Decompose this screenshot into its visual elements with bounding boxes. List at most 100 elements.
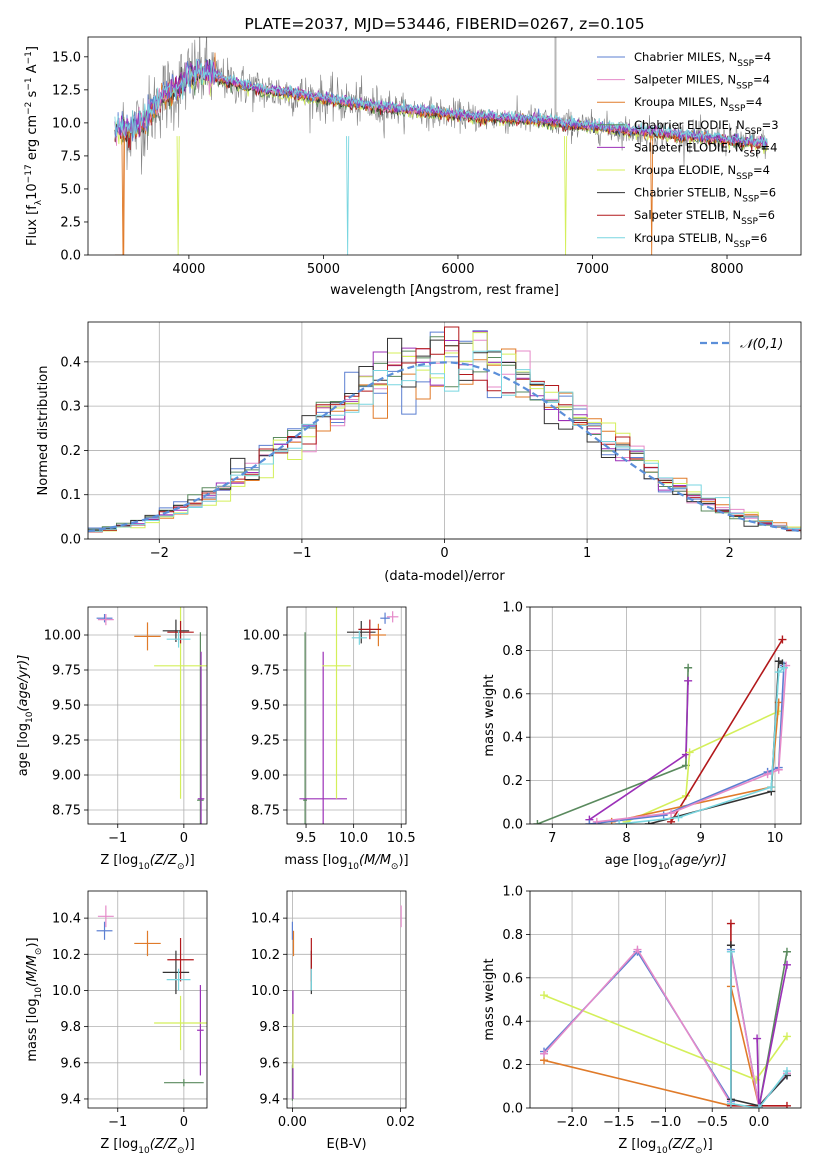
y-tick-label: 10.0 [52, 984, 81, 999]
x-tick-label: −1.0 [650, 1115, 682, 1130]
x-tick-label: −1.5 [603, 1115, 635, 1130]
y-tick-label: 9.8 [259, 1020, 280, 1035]
y-tick-label: 10.2 [52, 948, 81, 963]
absorption-dip [346, 136, 350, 255]
x-tick-label: 7000 [576, 262, 609, 277]
label-part: 10 [34, 987, 44, 999]
label-part: SSP [734, 240, 751, 250]
y-tick-label: 8.75 [52, 804, 81, 819]
absorption-dip [176, 136, 180, 255]
absorption-dip [564, 136, 568, 255]
weight-marker [684, 663, 693, 672]
errorbar-salpeter_stelib [167, 938, 194, 982]
errorbar-salpeter_elodie [197, 651, 205, 824]
y-tick-label: 10.00 [243, 629, 280, 644]
x-axis-label: mass [log10(M/M⊙)] [284, 853, 408, 872]
legend-label-salpeter_elodie: Salpeter ELODIE, NSSP=4 [634, 140, 777, 159]
weight-line [730, 951, 788, 1108]
label-part: =4 [761, 140, 778, 154]
label-part: Z [log [618, 1137, 656, 1152]
spectrum-lines [114, 37, 768, 255]
errorbar-kroupa_stelib [351, 630, 367, 645]
axes-frame [87, 606, 208, 825]
label-part: 10 [348, 862, 360, 872]
y-axis-label: mass weight [482, 958, 497, 1040]
x-tick-label: −1 [108, 831, 127, 846]
label-part: )] [185, 853, 195, 868]
y-tick-label: 5.0 [60, 182, 81, 197]
weight-series-kroupa_stelib [615, 663, 788, 824]
label-part: (Z/Z [150, 1137, 178, 1152]
label-part: =4 [745, 95, 762, 109]
label-part: )] [185, 1137, 195, 1152]
errorbar-chabrier_stelib [162, 950, 190, 995]
x-tick-label: 2 [726, 546, 734, 561]
y-tick-label: 0.8 [502, 644, 523, 659]
errorbar-salpeter_miles [97, 614, 114, 626]
x-tick-label: 0.00 [278, 1115, 307, 1130]
y-tick-label: 9.6 [259, 1056, 280, 1071]
errorbar-salpeter_elodie [299, 651, 347, 824]
label-part: 10 [658, 862, 670, 872]
weight-series-salpeter_elodie [585, 676, 693, 824]
x-tick-label: 10.0 [339, 831, 368, 846]
label-part: ] [25, 46, 40, 51]
legend-label-chabrier_miles: Chabrier MILES, NSSP=4 [634, 50, 771, 69]
label-part: age [log [16, 723, 31, 776]
x-tick-label: 10.5 [387, 831, 416, 846]
label-part: 10 [25, 183, 40, 200]
label-part: ⊙ [177, 1146, 185, 1156]
y-tick-label: 8.75 [251, 804, 280, 819]
y-tick-label: 9.4 [259, 1092, 280, 1107]
spectrum-panel: 4000 5000 6000 7000 8000 0.0 2.5 5.0 7.5 10.0 12.5… [24, 15, 802, 298]
label-part: ⊙ [391, 862, 399, 872]
histogram-kroupa_stelib [88, 350, 801, 534]
errorbar-salpeter_miles [386, 611, 399, 623]
label-part: SSP [737, 59, 754, 69]
weight-line [596, 665, 787, 823]
weight-marker [782, 1067, 791, 1076]
label-part: ⊙ [177, 862, 185, 872]
legend: Chabrier MILES, NSSP=4 Salpeter MILES, NS… [597, 50, 779, 250]
label-part: SSP [729, 104, 746, 114]
weight-marker [782, 1101, 791, 1108]
label-part: Chabrier ELODIE, N [634, 118, 745, 132]
y-tick-label: 0.4 [60, 355, 81, 370]
errorbars [96, 607, 207, 824]
weight-marker [774, 668, 783, 677]
errorbar-kroupa_stelib [166, 630, 191, 648]
y-tick-label: 0.1 [60, 488, 81, 503]
legend-label-salpeter_miles: Salpeter MILES, NSSP=4 [634, 73, 770, 92]
errorbars [299, 607, 399, 824]
errorbar-salpeter_miles [97, 905, 114, 928]
legend-label-kroupa_miles: Kroupa MILES, NSSP=4 [634, 95, 762, 114]
weight-marker [685, 748, 694, 757]
label-part: SSP [741, 217, 758, 227]
errorbar-kroupa_stelib [166, 968, 191, 991]
label-part: ⊙ [695, 1146, 703, 1156]
errorbar-kroupa_miles [370, 623, 387, 647]
weight-marker [540, 991, 549, 1000]
age-vs-mass-panel: 9.5 10.0 10.5 8.75 9.00 9.25 9.50 9.75 10.00 mass… [243, 606, 416, 872]
x-axis-label: Z [log10(Z/Z⊙)] [100, 853, 194, 872]
errorbar-kroupa_elodie [154, 607, 207, 799]
errorbar-salpeter_stelib [167, 621, 194, 644]
weight-vs-metallicity-panel: −2.0 −1.5 −1.0 −0.5 0.0 0.0 0.2 0.4 0.6 0.8 1.0 Z [… [482, 885, 802, 1156]
weight-marker [754, 1104, 763, 1108]
histograms [88, 326, 801, 535]
weight-marker [782, 1032, 791, 1041]
errorbar-chabrier_elodie [303, 632, 307, 824]
weight-marker [726, 919, 735, 928]
model-spectrum-kroupa_stelib [114, 58, 768, 148]
y-tick-label: 10.2 [251, 948, 280, 963]
y-tick-label: 7.5 [60, 149, 81, 164]
weight-marker [585, 820, 594, 824]
y-tick-label: 0.0 [502, 1102, 523, 1117]
y-tick-label: 0.0 [502, 818, 523, 833]
x-axis-label: E(B-V) [326, 1137, 366, 1152]
y-tick-label: 0.2 [502, 1058, 523, 1073]
axes-frame [286, 890, 407, 1109]
label-part: (age/yr)] [669, 853, 726, 868]
label-part: Kroupa ELODIE, N [634, 163, 736, 177]
